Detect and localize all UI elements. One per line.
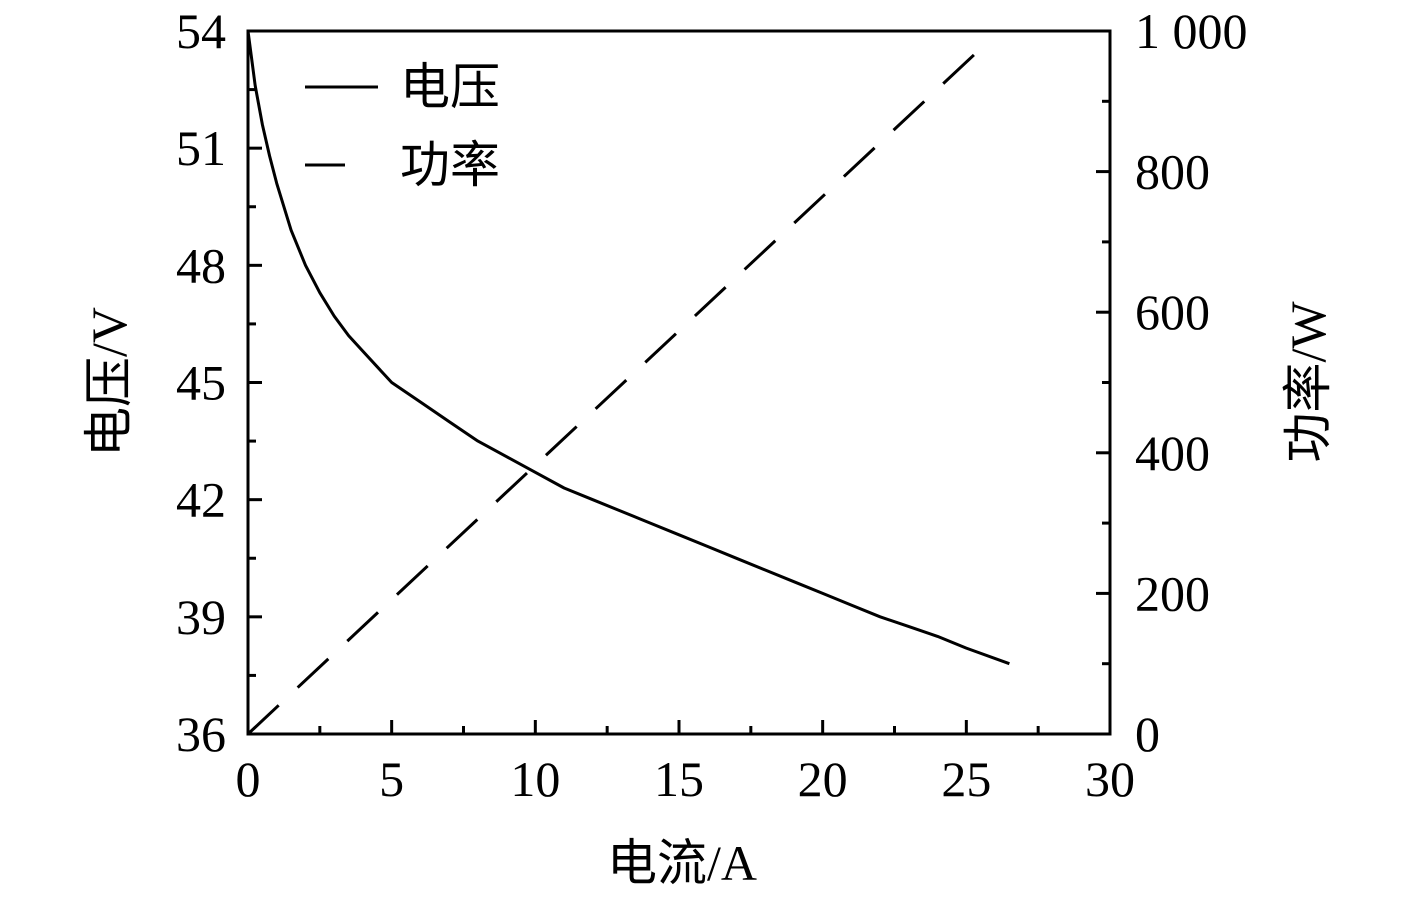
plot-frame (246, 29, 1112, 736)
right-y-tick-label: 0 (1135, 706, 1160, 762)
x-tick-label: 5 (379, 751, 404, 807)
voltage-series-line (246, 30, 1010, 666)
x-tick-label: 0 (236, 751, 261, 807)
x-tick-label: 20 (798, 751, 848, 807)
x-axis-title: 电流/A (607, 835, 757, 891)
right-y-tick-label: 600 (1135, 284, 1210, 340)
left-y-tick-label: 39 (176, 589, 226, 645)
left-y-tick-label: 54 (176, 3, 226, 59)
right-y-tick-label: 800 (1135, 144, 1210, 200)
series-layer (246, 30, 1010, 736)
left-y-axis-title: 电压/V (81, 307, 137, 457)
legend-label-voltage: 电压 (400, 59, 500, 115)
x-tick-label: 15 (654, 751, 704, 807)
power-series-line (246, 47, 982, 736)
right-y-tick-label: 1 000 (1135, 3, 1248, 59)
legend-label-power: 功率 (400, 137, 500, 193)
right-y-tick-label: 400 (1135, 425, 1210, 481)
x-tick-label: 10 (510, 751, 560, 807)
plot-border (246, 29, 1112, 736)
left-y-axis-ticks: 36 39 42 45 48 51 54 (176, 3, 262, 762)
left-y-tick-label: 42 (176, 472, 226, 528)
x-tick-label: 25 (941, 751, 991, 807)
left-y-tick-label: 45 (176, 355, 226, 411)
right-y-axis-ticks: 0 200 400 600 800 1 000 (1096, 3, 1248, 762)
legend: 电压 功率 (305, 59, 500, 193)
left-y-tick-label: 51 (176, 120, 226, 176)
x-tick-label: 30 (1085, 751, 1135, 807)
left-y-tick-label: 36 (176, 706, 226, 762)
left-y-tick-label: 48 (176, 237, 226, 293)
x-axis-ticks: 0 5 10 15 20 25 30 (236, 720, 1135, 807)
right-y-tick-label: 200 (1135, 565, 1210, 621)
right-y-axis-title: 功率/W (1280, 301, 1336, 463)
